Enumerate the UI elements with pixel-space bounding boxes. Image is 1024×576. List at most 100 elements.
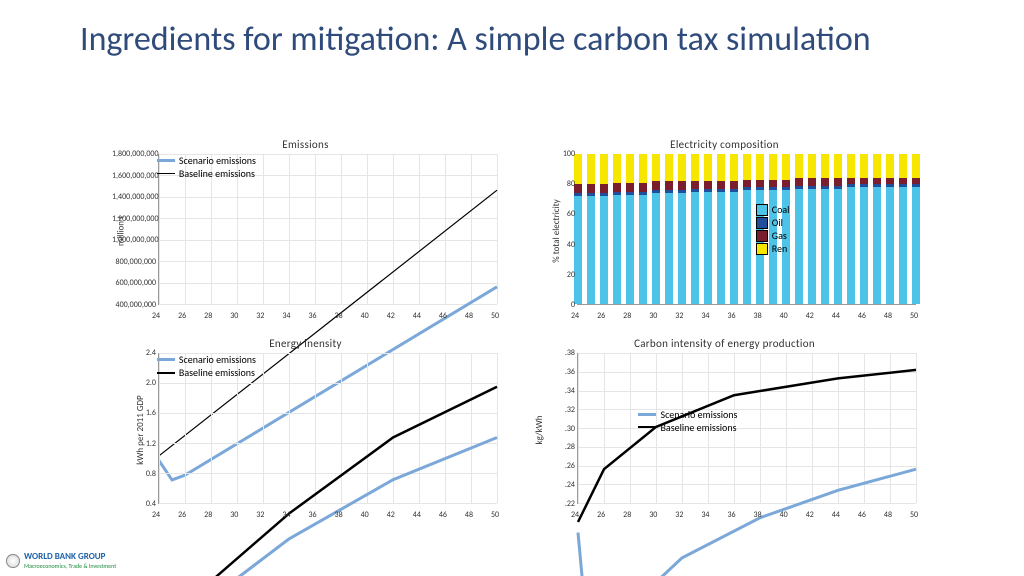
- bar-segment-gas: [639, 183, 647, 192]
- bar-segment-coal: [821, 189, 829, 305]
- bar-segment-oil: [834, 186, 842, 189]
- legend-swatch: [756, 217, 768, 229]
- x-tick-label: 40: [780, 510, 788, 520]
- x-tick-label: 40: [780, 311, 788, 321]
- bar-segment-gas: [717, 181, 725, 189]
- chart-energy-intensity: Energy inensitykWh per 2011 GDP0.40.81.2…: [110, 339, 501, 520]
- y-tick-label: 80: [531, 179, 575, 189]
- y-tick-label: 0.4: [112, 499, 156, 509]
- x-tick-label: 38: [335, 311, 343, 321]
- bar: [691, 154, 699, 304]
- x-tick-label: 36: [727, 510, 735, 520]
- bar: [730, 154, 738, 304]
- bar-segment-ren: [639, 154, 647, 183]
- y-tick-label: .22: [531, 499, 575, 509]
- bar-segment-coal: [717, 192, 725, 305]
- bar-segment-oil: [730, 189, 738, 192]
- bar-segment-oil: [782, 187, 790, 190]
- bar-segment-ren: [652, 154, 660, 181]
- chart-emissions: Emissionsmillion t400,000,000600,000,000…: [110, 140, 501, 321]
- x-tick-label: 34: [701, 311, 709, 321]
- bar-segment-ren: [613, 154, 621, 183]
- x-tick-label: 32: [256, 510, 264, 520]
- legend: Scenario emissionsBaseline emissions: [638, 408, 737, 434]
- y-tick-label: 1,600,000,000: [112, 171, 156, 181]
- bar-segment-ren: [678, 154, 686, 181]
- bar-segment-ren: [912, 154, 920, 178]
- bar-segment-ren: [600, 154, 608, 184]
- bar-segment-gas: [730, 181, 738, 189]
- legend: Scenario emissionsBaseline emissions: [157, 154, 256, 180]
- y-tick-label: .28: [531, 442, 575, 452]
- legend-label: Baseline emissions: [179, 167, 255, 180]
- x-tick-label: 50: [910, 510, 918, 520]
- bar-segment-ren: [665, 154, 673, 181]
- bar-segment-coal: [652, 193, 660, 304]
- x-tick-label: 28: [204, 510, 212, 520]
- x-tick-label: 26: [178, 510, 186, 520]
- x-tick-label: 42: [806, 311, 814, 321]
- bar-segment-oil: [600, 193, 608, 196]
- bar: [743, 154, 751, 304]
- bar-segment-oil: [613, 192, 621, 195]
- bar-segment-ren: [769, 154, 777, 180]
- x-tick-label: 24: [571, 311, 579, 321]
- series-baseline: [578, 370, 916, 522]
- bar-segment-coal: [574, 196, 582, 304]
- series-scenario: [159, 438, 497, 576]
- bar-segment-gas: [704, 181, 712, 189]
- bar: [717, 154, 725, 304]
- x-tick-label: 42: [387, 311, 395, 321]
- bar: [613, 154, 621, 304]
- y-tick-label: .36: [531, 367, 575, 377]
- legend-label: Baseline emissions: [660, 421, 736, 434]
- x-tick-label: 32: [256, 311, 264, 321]
- bar-segment-ren: [886, 154, 894, 178]
- y-tick-label: 0: [531, 300, 575, 310]
- y-tick-label: 2.0: [112, 378, 156, 388]
- legend-swatch: [756, 243, 768, 255]
- bar-segment-coal: [613, 195, 621, 305]
- x-tick-label: 34: [282, 510, 290, 520]
- x-tick-label: 34: [701, 510, 709, 520]
- bar-segment-ren: [899, 154, 907, 178]
- legend-swatch: [638, 413, 656, 416]
- x-tick-label: 30: [649, 510, 657, 520]
- bar: [587, 154, 595, 304]
- bar-segment-coal: [808, 189, 816, 305]
- bar: [847, 154, 855, 304]
- bar-segment-coal: [912, 187, 920, 304]
- bar-segment-coal: [665, 193, 673, 304]
- x-tick-label: 36: [308, 311, 316, 321]
- y-tick-label: .38: [531, 348, 575, 358]
- bar-segment-oil: [652, 190, 660, 193]
- x-tick-label: 38: [754, 311, 762, 321]
- y-tick-label: 2.4: [112, 348, 156, 358]
- x-tick-label: 46: [439, 510, 447, 520]
- chart-title: Energy inensity: [110, 337, 501, 350]
- bar: [873, 154, 881, 304]
- bar-segment-ren: [821, 154, 829, 178]
- x-tick-label: 42: [387, 510, 395, 520]
- bar-segment-gas: [587, 184, 595, 193]
- x-tick-label: 30: [230, 311, 238, 321]
- bar-segment-coal: [834, 189, 842, 305]
- legend-swatch: [157, 173, 175, 174]
- x-tick-label: 46: [858, 311, 866, 321]
- bar-segment-ren: [587, 154, 595, 184]
- bar: [600, 154, 608, 304]
- bar-segment-coal: [743, 190, 751, 304]
- x-tick-label: 48: [465, 510, 473, 520]
- legend-swatch: [157, 372, 175, 374]
- chart-title: Carbon intensity of energy production: [529, 337, 920, 350]
- bar: [574, 154, 582, 304]
- bar-segment-ren: [704, 154, 712, 181]
- y-tick-label: 1.2: [112, 439, 156, 449]
- legend-swatch: [756, 204, 768, 216]
- bar-segment-coal: [873, 187, 881, 304]
- bar-segment-gas: [873, 178, 881, 184]
- y-tick-label: 20: [531, 270, 575, 280]
- x-tick-label: 36: [308, 510, 316, 520]
- x-tick-label: 50: [491, 510, 499, 520]
- x-tick-label: 30: [649, 311, 657, 321]
